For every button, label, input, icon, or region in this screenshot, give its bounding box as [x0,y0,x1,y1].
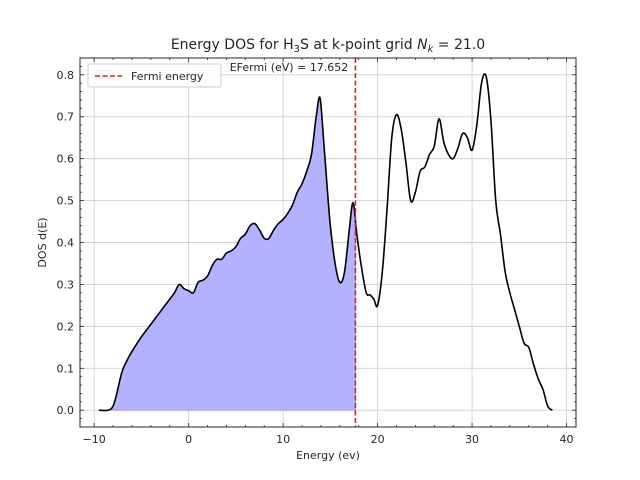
y-tick-label: 0.0 [57,404,75,417]
y-tick-label: 0.4 [57,237,75,250]
dos-curve [98,73,553,412]
x-tick-label: −10 [83,433,106,446]
legend: Fermi energy [87,63,222,88]
title-part-1: Energy DOS for H [171,37,294,53]
x-tick-label: 0 [185,433,192,446]
y-tick-label: 0.5 [57,195,75,208]
x-tick-label: 10 [276,433,290,446]
y-tick-label: 0.1 [57,362,75,375]
y-tick-label: 0.8 [57,69,75,82]
y-tick-label: 0.2 [57,320,75,333]
x-tick-label: 40 [560,433,574,446]
x-axis-label: Energy (ev) [296,449,360,462]
title-subscript-k: k [428,44,435,55]
dos-line [98,73,553,412]
fermi-annotation: EFermi (eV) = 17.652 [230,61,349,74]
y-tick-label: 0.3 [57,278,75,291]
title-part-3: = 21.0 [433,37,485,53]
y-axis-label: DOS d(E) [36,217,49,267]
title-subscript-3: 3 [294,44,300,55]
title-part-2: S at k-point grid [300,37,417,53]
y-tick-label: 0.6 [57,153,75,166]
legend-box [87,63,222,88]
y-tick-labels: 0.0 0.1 0.2 0.3 0.4 0.5 0.6 0.7 0.8 [57,69,75,417]
x-tick-labels: −10 0 10 20 30 40 [83,433,574,446]
legend-label-fermi: Fermi energy [131,70,204,83]
x-tick-label: 20 [371,433,385,446]
y-tick-label: 0.7 [57,111,75,124]
x-tick-label: 30 [465,433,479,446]
title-symbol-n: N [417,37,428,53]
chart-title: Energy DOS for H3S at k-point grid Nk = … [171,37,485,55]
axis-ticks [80,58,576,427]
